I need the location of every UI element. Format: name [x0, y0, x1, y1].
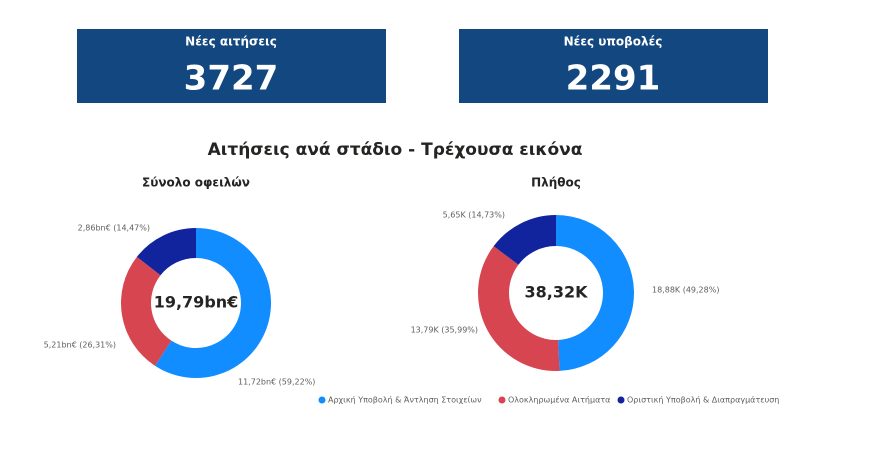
data-label: 5,65K (14,73%) [443, 211, 505, 220]
donut-slice [136, 228, 196, 276]
donut-slice [477, 246, 560, 372]
data-label: 18,88K (49,28%) [652, 286, 719, 295]
kpi-value: 3727 [184, 59, 279, 99]
legend-label: Αρχική Υποβολή & Άντληση Στοιχείων [328, 396, 482, 405]
legend-marker [617, 396, 625, 404]
legend-label: Οριστική Υποβολή & Διαπραγμάτευση [627, 396, 779, 405]
legend-marker [498, 396, 506, 404]
center-label: 19,79bn€ [154, 293, 239, 312]
kpi-card [77, 29, 386, 103]
legend-marker [318, 396, 326, 404]
section-title: Αιτήσεις ανά στάδιο - Τρέχουσα εικόνα [208, 140, 583, 160]
donut-slice [121, 256, 172, 366]
donut-slice [493, 215, 556, 265]
legend-label: Ολοκληρωμένα Αιτήματα [508, 395, 610, 405]
kpi-card [459, 29, 768, 103]
data-label: 13,79K (35,99%) [411, 326, 478, 335]
donut-slice [154, 228, 272, 378]
center-label: 38,32K [524, 283, 588, 302]
chart-title: Σύνολο οφειλών [142, 176, 250, 190]
kpi-value: 2291 [566, 59, 661, 99]
data-label: 5,21bn€ (26,31%) [44, 341, 116, 350]
kpi-label: Νέες υποβολές [564, 35, 663, 49]
chart-title: Πλήθος [531, 176, 581, 190]
data-label: 11,72bn€ (59,22%) [238, 378, 315, 387]
kpi-label: Νέες αιτήσεις [185, 35, 277, 49]
data-label: 2,86bn€ (14,47%) [78, 224, 150, 233]
donut-slice [556, 215, 635, 371]
